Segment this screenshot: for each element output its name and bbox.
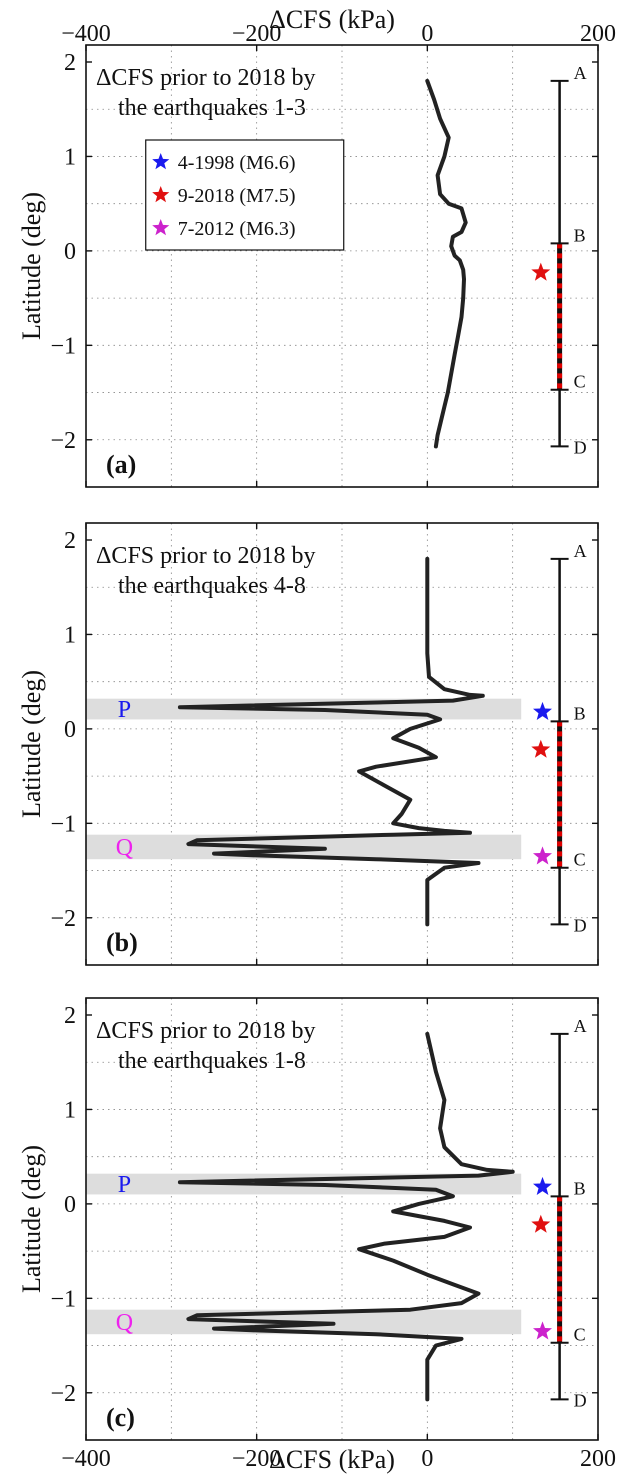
band-label-Q: Q bbox=[116, 1310, 133, 1336]
bottom-x-tick-label: −200 bbox=[232, 1446, 282, 1472]
legend-entry: 4-1998 (M6.6) bbox=[178, 152, 296, 174]
panel-c: P Q A B C D 2 1 0 −1 −2 −400 −200 0 200 Latitude (deg) Δ… bbox=[17, 997, 616, 1472]
earthquake-star-icon bbox=[533, 846, 552, 865]
y-tick-label: 0 bbox=[64, 717, 76, 743]
segment-label-C: C bbox=[574, 850, 586, 870]
y-tick-label: 2 bbox=[64, 50, 76, 76]
top-x-tick-label: −200 bbox=[232, 21, 282, 47]
panel-annotation-line1: ΔCFS prior to 2018 by bbox=[96, 543, 315, 569]
segment-label-D: D bbox=[574, 437, 587, 457]
legend-box bbox=[145, 139, 345, 251]
data-series-line bbox=[425, 78, 468, 449]
legend-entry: 7-2012 (M6.3) bbox=[178, 218, 296, 240]
segment-label-B: B bbox=[574, 703, 586, 723]
legend-entry: 9-2018 (M7.5) bbox=[178, 185, 296, 207]
earthquake-star-icon bbox=[531, 739, 551, 758]
grid bbox=[86, 523, 598, 965]
band-label-P: P bbox=[118, 1172, 131, 1198]
legend-star-icon bbox=[152, 219, 170, 236]
top-x-tick-label: −400 bbox=[61, 21, 111, 47]
y-tick-label: −2 bbox=[50, 428, 76, 454]
top-x-tick-label: 200 bbox=[580, 21, 616, 47]
earthquake-star-icon bbox=[531, 262, 551, 281]
segment-label-A: A bbox=[574, 63, 587, 83]
segment-label-A: A bbox=[574, 541, 587, 561]
data-series-line bbox=[177, 1031, 515, 1402]
segment-label-B: B bbox=[574, 225, 586, 245]
band-label-Q: Q bbox=[116, 835, 133, 861]
panel-annotation-line2: the earthquakes 4-8 bbox=[118, 573, 306, 599]
panel-annotation-line1: ΔCFS prior to 2018 by bbox=[96, 1018, 315, 1044]
y-tick-label: 0 bbox=[64, 1192, 76, 1218]
legend-star-icon bbox=[152, 153, 170, 170]
grid bbox=[86, 45, 598, 487]
data-series-line bbox=[177, 556, 485, 927]
segment-label-B: B bbox=[574, 1178, 586, 1198]
segment-label-D: D bbox=[574, 1390, 587, 1410]
bottom-x-axis-label: ΔCFS (kPa) bbox=[269, 1445, 395, 1474]
band-label-P: P bbox=[118, 697, 131, 723]
y-tick-label: −1 bbox=[50, 1286, 76, 1312]
earthquake-star-icon bbox=[531, 1214, 551, 1233]
segment-label-C: C bbox=[574, 372, 586, 392]
axes-frame bbox=[85, 44, 599, 488]
earthquake-star-icon bbox=[533, 701, 552, 720]
axes-frame bbox=[85, 522, 599, 966]
axes-frame bbox=[85, 997, 599, 1441]
panel-annotation-line2: the earthquakes 1-8 bbox=[118, 1048, 306, 1074]
y-tick-label: −1 bbox=[50, 333, 76, 359]
legend-star-icon bbox=[152, 186, 170, 203]
panel-label: (a) bbox=[106, 450, 136, 479]
segment-label-C: C bbox=[574, 1325, 586, 1345]
y-axis-label: Latitude (deg) bbox=[17, 670, 46, 818]
y-axis-label: Latitude (deg) bbox=[17, 192, 46, 340]
y-tick-label: 1 bbox=[64, 622, 76, 648]
top-x-tick-label: 0 bbox=[421, 21, 433, 47]
y-tick-label: 0 bbox=[64, 239, 76, 265]
bottom-x-tick-label: 0 bbox=[421, 1446, 433, 1472]
segment-label-A: A bbox=[574, 1016, 587, 1036]
y-tick-label: −2 bbox=[50, 1381, 76, 1407]
panel-annotation-line2: the earthquakes 1-3 bbox=[118, 95, 306, 121]
panel-label: (b) bbox=[106, 928, 138, 957]
y-tick-label: −2 bbox=[50, 906, 76, 932]
legend: 4-1998 (M6.6) 9-2018 (M7.5) 7-2012 (M6.3) bbox=[145, 139, 345, 251]
y-tick-label: 1 bbox=[64, 144, 76, 170]
y-tick-label: 2 bbox=[64, 1003, 76, 1029]
bottom-x-tick-label: 200 bbox=[580, 1446, 616, 1472]
panel-label: (c) bbox=[106, 1403, 135, 1432]
earthquake-star-icon bbox=[533, 1176, 552, 1195]
y-axis-label: Latitude (deg) bbox=[17, 1145, 46, 1293]
segment-label-D: D bbox=[574, 915, 587, 935]
y-tick-label: −1 bbox=[50, 811, 76, 837]
top-x-axis-label: ΔCFS (kPa) bbox=[269, 5, 395, 34]
bottom-x-tick-label: −400 bbox=[61, 1446, 111, 1472]
y-tick-label: 1 bbox=[64, 1097, 76, 1123]
y-tick-label: 2 bbox=[64, 528, 76, 554]
earthquake-star-icon bbox=[533, 1321, 552, 1340]
panel-b: P Q A B C D 2 1 0 −1 −2 Latitude (deg) ΔCFS prior to… bbox=[17, 522, 599, 966]
panel-a: A B C D 2 1 0 −1 −2 −400 −200 0 200 Latitude (deg) ΔCF… bbox=[17, 21, 616, 488]
panel-annotation-line1: ΔCFS prior to 2018 by bbox=[96, 65, 315, 91]
